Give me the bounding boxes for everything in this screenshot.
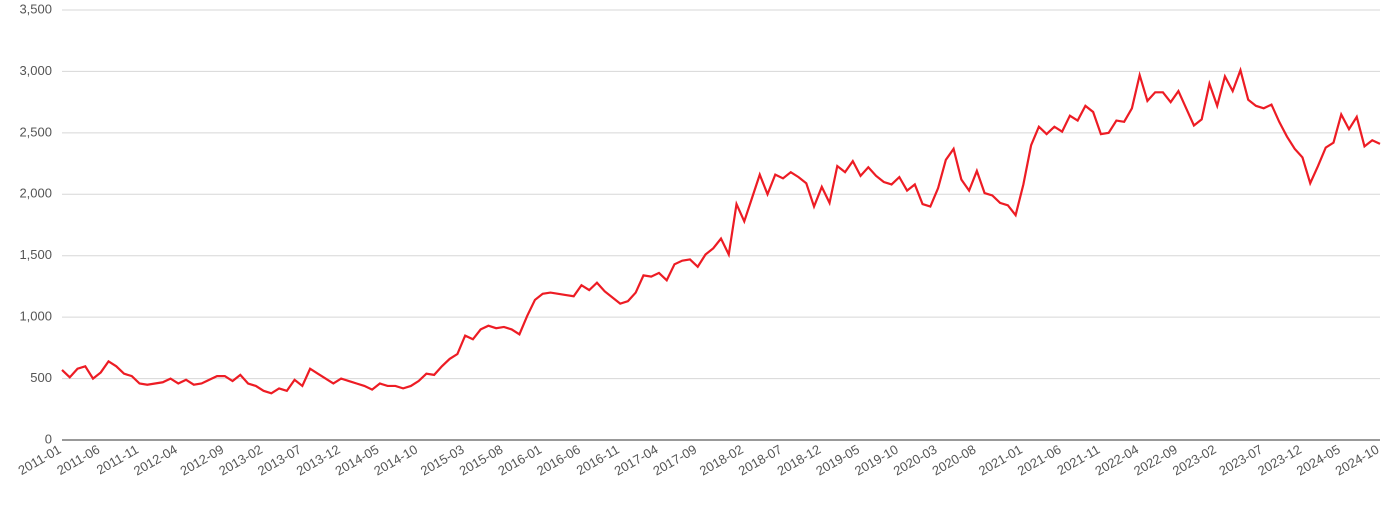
y-tick-label: 3,000: [19, 63, 52, 78]
y-tick-label: 2,000: [19, 186, 52, 201]
y-tick-label: 2,500: [19, 124, 52, 139]
y-tick-label: 1,500: [19, 247, 52, 262]
y-tick-label: 1,000: [19, 309, 52, 324]
y-tick-label: 3,500: [19, 1, 52, 16]
y-tick-label: 500: [30, 370, 52, 385]
chart-svg: 05001,0001,5002,0002,5003,0003,5002011-0…: [0, 0, 1390, 510]
line-chart: 05001,0001,5002,0002,5003,0003,5002011-0…: [0, 0, 1390, 510]
